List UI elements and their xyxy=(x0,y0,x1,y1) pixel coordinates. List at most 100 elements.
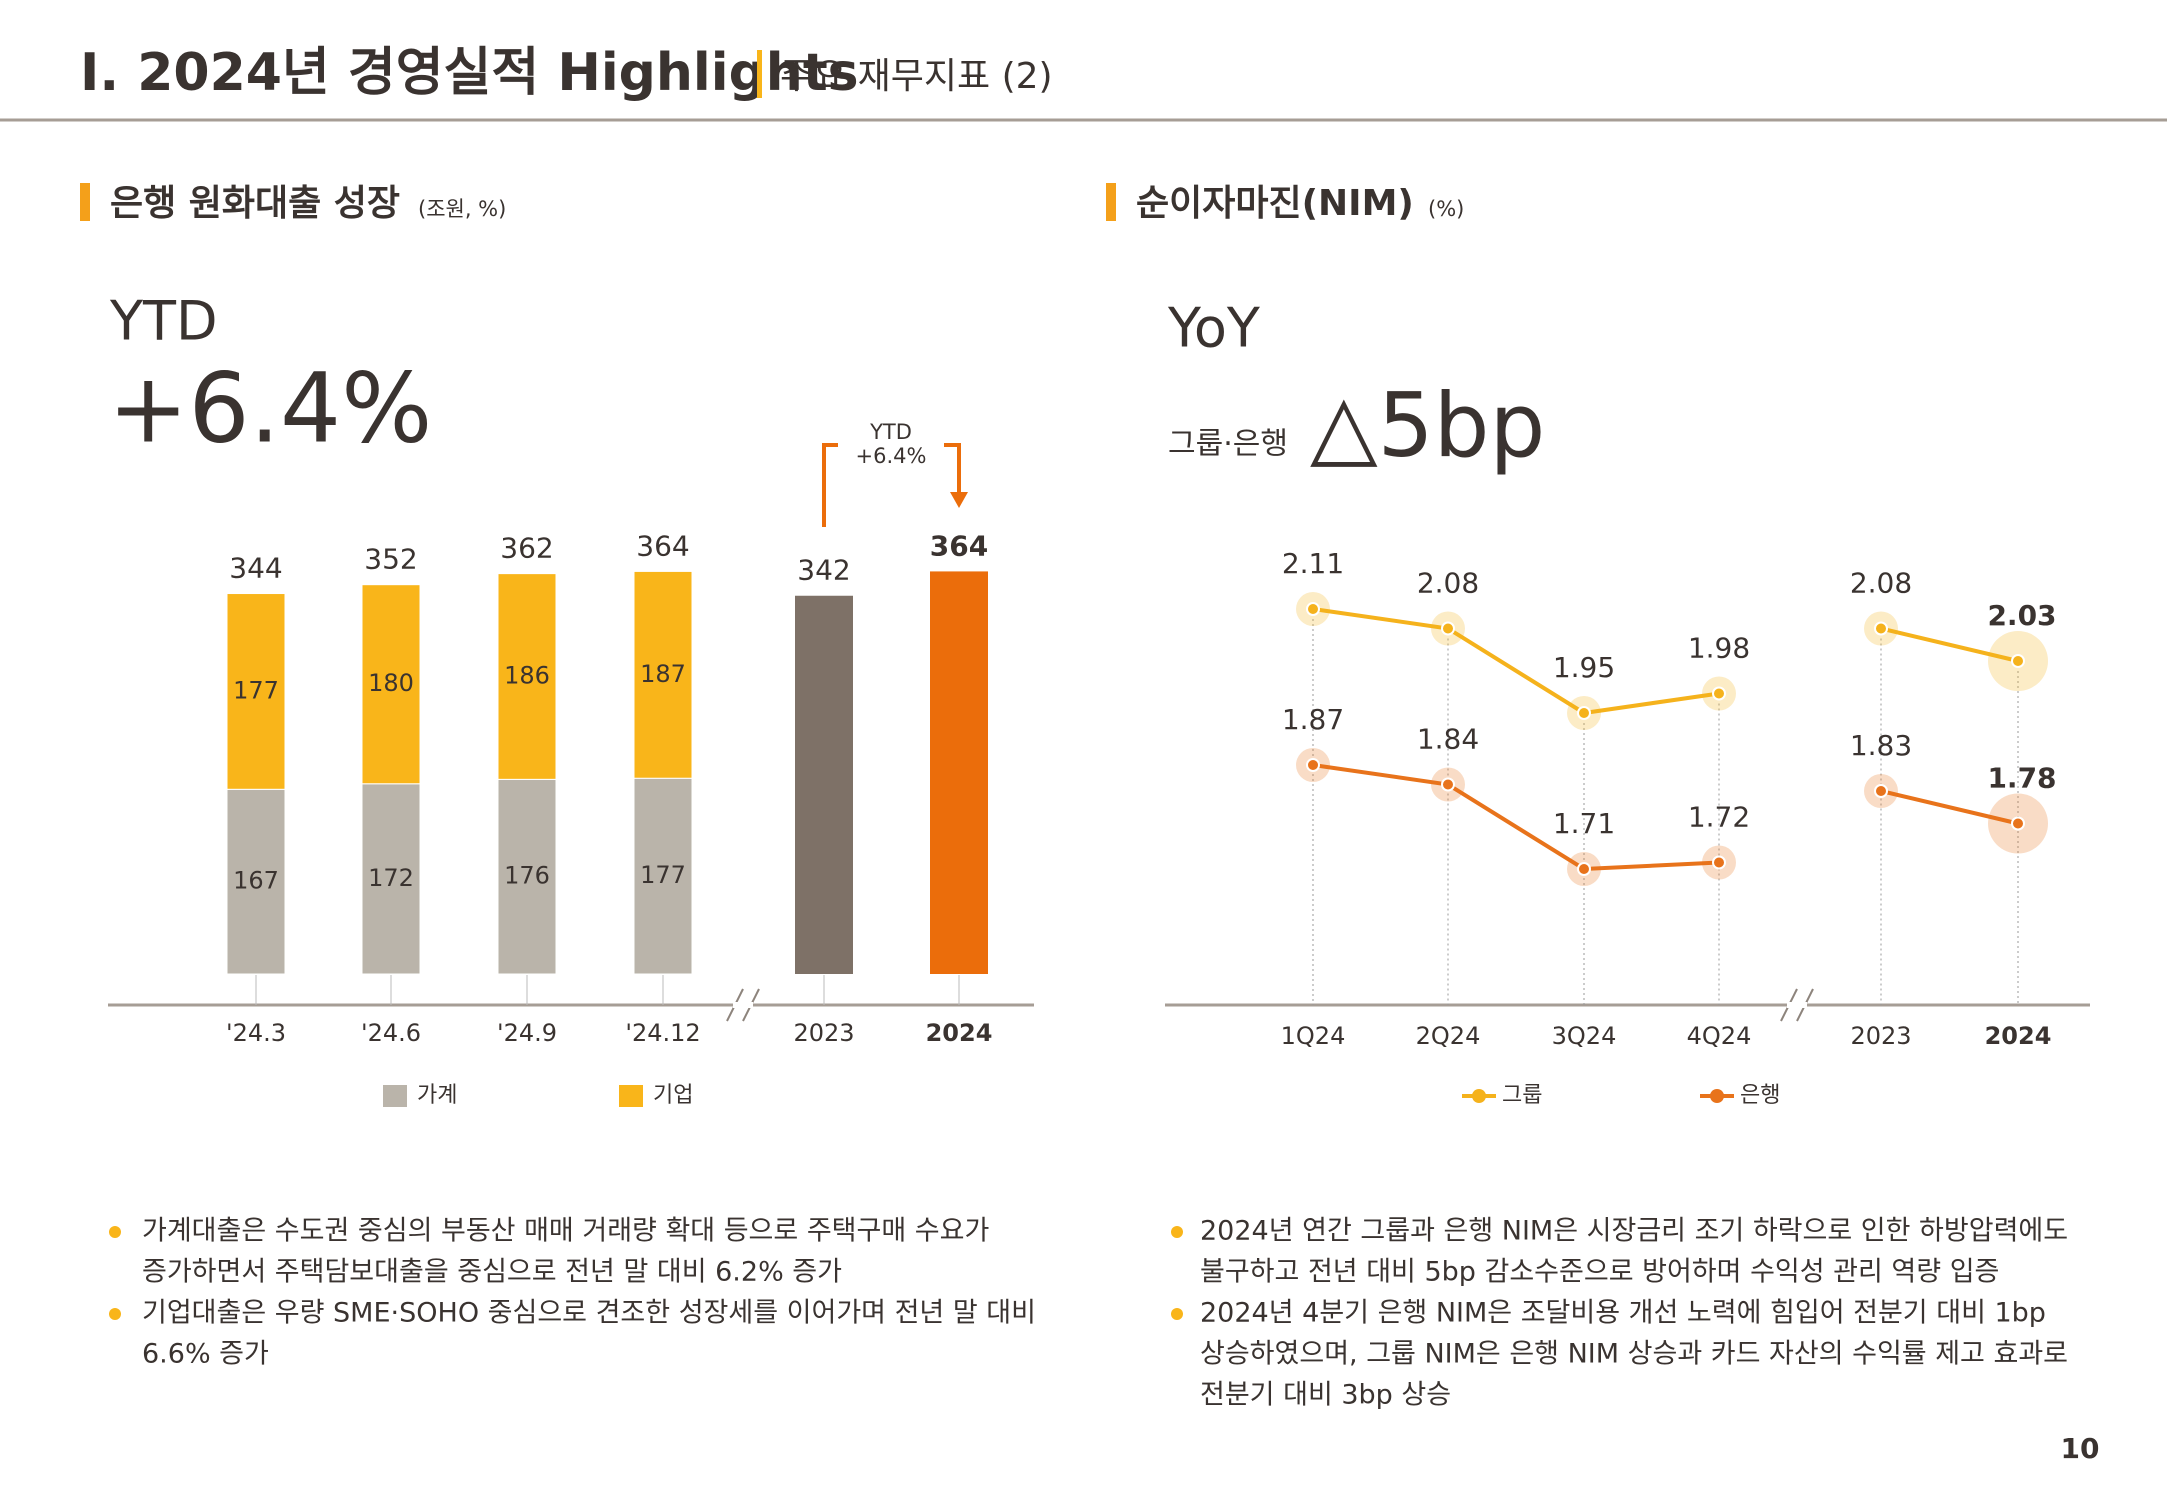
legend-dot xyxy=(1710,1089,1724,1103)
point xyxy=(1712,855,1726,870)
point-label: 2.08 xyxy=(1417,567,1479,600)
segment-label: 176 xyxy=(504,862,550,890)
total-label: 364 xyxy=(930,529,988,562)
bullet xyxy=(1171,1226,1183,1238)
point xyxy=(1441,777,1455,792)
legend-label: 기업 xyxy=(653,1083,693,1108)
x-tick-label: 2023 xyxy=(1850,1022,1911,1050)
ytd-arrowhead xyxy=(950,492,968,508)
point-label: 1.83 xyxy=(1850,729,1912,762)
point xyxy=(1577,862,1591,876)
point xyxy=(1306,602,1320,616)
headline-prefix: 그룹·은행 xyxy=(1168,427,1288,462)
point xyxy=(1874,621,1888,636)
legend-dot xyxy=(1472,1089,1486,1103)
total-label: 364 xyxy=(636,529,689,562)
point xyxy=(1874,784,1888,798)
bullet-text: 2024년 연간 그룹과 은행 NIM은 시장금리 조기 하락으로 인한 하방압… xyxy=(1200,1216,2068,1247)
bullet-text: 불구하고 전년 대비 5bp 감소수준으로 방어하며 수익성 관리 역량 입증 xyxy=(1200,1257,1999,1288)
headline-value: +6.4% xyxy=(108,352,432,464)
bar-segment xyxy=(361,783,421,975)
segment-label: 167 xyxy=(233,867,279,895)
segment-label: 187 xyxy=(640,660,686,688)
series-line xyxy=(1312,763,1720,872)
legend-swatch xyxy=(383,1085,407,1107)
point-label: 1.87 xyxy=(1282,703,1344,736)
point-label: 2.03 xyxy=(1987,599,2056,632)
bar-segment xyxy=(633,570,693,779)
point-label: 1.71 xyxy=(1553,807,1615,840)
bullet xyxy=(109,1226,121,1238)
total-bar xyxy=(930,571,988,974)
bullet-text: 기업대출은 우량 SME·SOHO 중심으로 견조한 성장세를 이어가며 전년 … xyxy=(142,1298,1036,1329)
axis-break-gap xyxy=(733,1002,753,1008)
segment-label: 177 xyxy=(233,676,279,704)
bar-segment xyxy=(361,584,421,785)
axis-break-gap xyxy=(1787,1002,1807,1008)
x-tick-label: 2024 xyxy=(926,1019,993,1047)
legend-swatch xyxy=(619,1085,643,1107)
series-line xyxy=(1312,607,1720,716)
bar-segment xyxy=(226,593,286,790)
section-title: 순이자마진(NIM) xyxy=(1136,183,1414,224)
legend-label: 은행 xyxy=(1740,1083,1780,1108)
bullet-text: 2024년 4분기 은행 NIM은 조달비용 개선 노력에 힘입어 전분기 대비… xyxy=(1200,1298,2046,1329)
ytd-arrow xyxy=(822,443,838,527)
segment-label: 180 xyxy=(368,669,414,697)
x-tick-label: 3Q24 xyxy=(1552,1022,1617,1050)
x-tick-label: 2Q24 xyxy=(1416,1022,1481,1050)
total-bar xyxy=(795,595,853,974)
bullet-text: 전분기 대비 3bp 상승 xyxy=(1200,1380,1451,1411)
point-label: 1.98 xyxy=(1688,632,1750,665)
x-tick-label: '24.3 xyxy=(226,1019,286,1047)
section-unit: (조원, %) xyxy=(418,197,506,221)
total-label: 352 xyxy=(364,543,417,576)
headline-value: △5bp xyxy=(1310,374,1545,477)
headline-label: YoY xyxy=(1167,297,1261,360)
bar-segment xyxy=(497,573,557,780)
total-label: 344 xyxy=(229,552,282,585)
segment-label: 172 xyxy=(368,864,414,892)
point-label: 1.84 xyxy=(1417,723,1479,756)
section-marker xyxy=(1106,183,1116,221)
series-line xyxy=(1880,626,2019,663)
section-marker xyxy=(80,183,90,221)
total-label: 362 xyxy=(500,532,553,565)
bullet-text: 가계대출은 수도권 중심의 부동산 매매 거래량 확대 등으로 주택구매 수요가 xyxy=(142,1216,989,1247)
x-tick-label: '24.9 xyxy=(497,1019,557,1047)
legend-label: 그룹 xyxy=(1502,1083,1542,1108)
x-tick-label: 4Q24 xyxy=(1687,1022,1752,1050)
section-unit: (%) xyxy=(1428,197,1464,221)
legend-label: 가계 xyxy=(417,1083,457,1108)
x-tick-label: 2024 xyxy=(1985,1022,2052,1050)
point-label: 1.95 xyxy=(1553,651,1615,684)
bar-segment xyxy=(497,778,557,975)
ytd-arrow-label: +6.4% xyxy=(856,444,927,468)
point xyxy=(1712,686,1726,701)
x-tick-label: '24.6 xyxy=(361,1019,421,1047)
ytd-arrow xyxy=(944,443,961,495)
segment-label: 177 xyxy=(640,861,686,889)
point-label: 1.72 xyxy=(1688,801,1750,834)
bullet-text: 6.6% 증가 xyxy=(142,1339,269,1370)
segment-label: 186 xyxy=(504,661,550,689)
x-tick-label: 2023 xyxy=(793,1019,854,1047)
point-label: 2.08 xyxy=(1850,567,1912,600)
point xyxy=(2011,816,2025,831)
point-label: 1.78 xyxy=(1987,762,2056,795)
series-line xyxy=(1880,789,2019,826)
point xyxy=(1306,758,1320,772)
point xyxy=(1441,621,1455,636)
page-title: I. 2024년 경영실적 Highlights xyxy=(80,43,859,103)
bullet xyxy=(1171,1308,1183,1320)
x-tick-label: 1Q24 xyxy=(1281,1022,1346,1050)
point-label: 2.11 xyxy=(1282,547,1344,580)
title-divider xyxy=(757,50,762,98)
point xyxy=(1577,706,1591,720)
page-subtitle: 주요 재무지표 (2) xyxy=(780,56,1053,97)
bullet-text: 상승하였으며, 그룹 NIM은 은행 NIM 상승과 카드 자산의 수익률 제고… xyxy=(1200,1339,2068,1370)
ytd-arrow-label: YTD xyxy=(869,420,912,444)
bullet xyxy=(109,1308,121,1320)
headline-label: YTD xyxy=(109,290,218,353)
